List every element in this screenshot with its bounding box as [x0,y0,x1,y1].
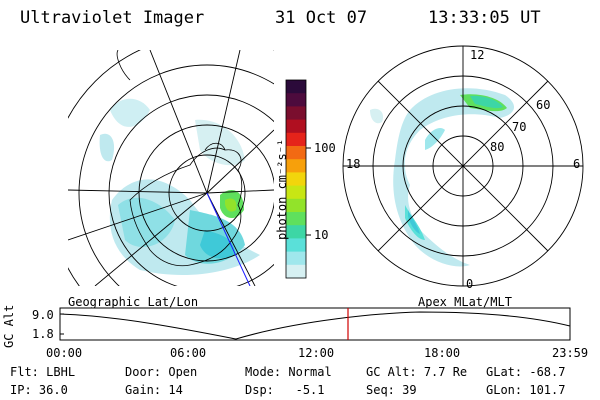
status-gain: Gain: 14 [125,383,183,397]
colorbar-segment [286,172,306,187]
status-glat: GLat: -68.7 [486,365,566,379]
map-aurora [68,50,274,286]
colorbar-segment [286,80,306,94]
polar-aurora [370,88,515,267]
status-ip: IP: 36.0 [10,383,68,397]
lat-label-80: 80 [490,140,505,154]
mlt-label-6: 6 [573,157,581,171]
mlt-label-0: 0 [466,277,474,291]
colorbar-segment [286,119,306,134]
colorbar-segment [286,251,306,266]
instrument-title: Ultraviolet Imager [20,8,205,28]
colorbar-segment [286,238,306,253]
colorbar-segment [286,146,306,160]
lat-label-60: 60 [536,98,551,112]
apex-title: Apex MLat/MLT [418,295,512,309]
y-tick-top: 9.0 [32,308,54,322]
mlt-label-18: 18 [346,157,361,171]
colorbar-segment [286,132,306,147]
altitude-curve [59,311,571,340]
x-tick: 23:59 [552,346,589,360]
colorbar-segment [286,106,306,121]
colorbar-segment [286,212,306,226]
status-gc-alt: GC Alt: 7.7 Re [366,365,468,379]
x-tick: 06:00 [170,346,207,360]
y-axis-label: GC Alt [2,304,16,348]
colorbar-segment [286,93,306,107]
mlt-label-12: 12 [470,48,485,62]
time-label: 13:33:05 UT [428,8,541,28]
status-seq: Seq: 39 [366,383,417,397]
colorbar-segment [286,198,306,213]
x-tick: 00:00 [46,346,83,360]
status-door: Door: Open [125,365,198,379]
geographic-title: Geographic Lat/Lon [68,295,199,309]
x-tick: 18:00 [424,346,461,360]
colorbar-tick-label: 100 [314,141,336,155]
status-filter: Flt: LBHL [10,365,76,379]
status-dsp: Dsp: -5.1 [245,383,325,397]
colorbar-tick-label: 10 [314,228,329,242]
colorbar-segment [286,159,306,173]
date-label: 31 Oct 07 [275,8,368,28]
x-tick: 12:00 [298,346,335,360]
status-glon: GLon: 101.7 [486,383,566,397]
colorbar-segment [286,225,306,239]
colorbar-segment [286,264,306,279]
y-tick-bottom: 1.8 [32,327,54,341]
colorbar-segment [286,185,306,200]
status-mode: Mode: Normal [245,365,332,379]
lat-label-70: 70 [512,120,527,134]
